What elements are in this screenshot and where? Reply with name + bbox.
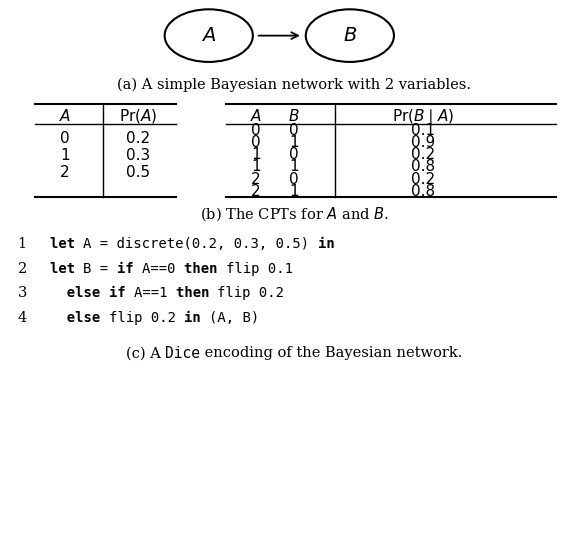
Text: 0.9: 0.9 [411, 135, 436, 150]
Text: else: else [50, 286, 109, 300]
Text: encoding of the Bayesian network.: encoding of the Bayesian network. [200, 346, 462, 361]
Text: A==1: A==1 [133, 286, 176, 300]
Text: 1: 1 [251, 147, 260, 162]
Text: $\Pr(A)$: $\Pr(A)$ [119, 107, 158, 125]
Text: 0: 0 [289, 123, 299, 138]
Text: B =: B = [83, 261, 117, 276]
Text: in: in [318, 237, 335, 251]
Text: $\Pr(B \mid A)$: $\Pr(B \mid A)$ [392, 107, 455, 125]
Text: flip 0.2: flip 0.2 [109, 311, 184, 325]
Text: A==0: A==0 [142, 261, 184, 276]
Text: let: let [50, 261, 83, 276]
Text: 2: 2 [251, 172, 260, 186]
Text: if: if [109, 286, 133, 300]
Text: 1: 1 [289, 159, 299, 174]
Text: (c) A: (c) A [126, 346, 165, 361]
Text: 1: 1 [289, 184, 299, 199]
Text: 0: 0 [251, 123, 260, 138]
Text: $A$: $A$ [59, 108, 71, 124]
Text: let: let [50, 237, 83, 251]
Text: $A$: $A$ [201, 26, 216, 45]
Text: 0.5: 0.5 [126, 164, 151, 180]
Text: if: if [117, 261, 142, 276]
Text: 3: 3 [18, 286, 27, 300]
Text: 0.2: 0.2 [411, 147, 436, 162]
Text: 0: 0 [251, 135, 260, 150]
Text: 0.8: 0.8 [411, 159, 436, 174]
Text: 0.2: 0.2 [411, 172, 436, 186]
Text: 0.8: 0.8 [411, 184, 436, 199]
Text: $A$: $A$ [250, 108, 262, 124]
Text: 1: 1 [289, 135, 299, 150]
Text: 2: 2 [60, 164, 69, 180]
Text: (a) A simple Bayesian network with 2 variables.: (a) A simple Bayesian network with 2 var… [117, 78, 471, 92]
Text: then: then [184, 261, 226, 276]
Text: 1: 1 [251, 159, 260, 174]
Text: flip 0.2: flip 0.2 [218, 286, 285, 300]
Text: 0: 0 [289, 172, 299, 186]
Text: 1: 1 [60, 147, 69, 163]
Text: 2: 2 [251, 184, 260, 199]
Text: 0.1: 0.1 [411, 123, 436, 138]
Text: (b) The CPTs for $A$ and $B$.: (b) The CPTs for $A$ and $B$. [199, 205, 389, 222]
Text: 2: 2 [18, 261, 27, 276]
Text: 0: 0 [289, 147, 299, 162]
Text: in: in [184, 311, 209, 325]
Text: flip 0.1: flip 0.1 [226, 261, 293, 276]
Text: 4: 4 [18, 311, 27, 325]
Text: Dice: Dice [165, 346, 200, 361]
Text: A = discrete(0.2, 0.3, 0.5): A = discrete(0.2, 0.3, 0.5) [83, 237, 318, 251]
Text: $B$: $B$ [288, 108, 300, 124]
Text: else: else [50, 311, 109, 325]
Text: 0: 0 [60, 130, 69, 146]
Text: 0.3: 0.3 [126, 147, 151, 163]
Text: then: then [176, 286, 218, 300]
Text: (A, B): (A, B) [209, 311, 259, 325]
Text: 1: 1 [18, 237, 27, 251]
Text: $B$: $B$ [343, 26, 357, 45]
Text: 0.2: 0.2 [126, 130, 151, 146]
